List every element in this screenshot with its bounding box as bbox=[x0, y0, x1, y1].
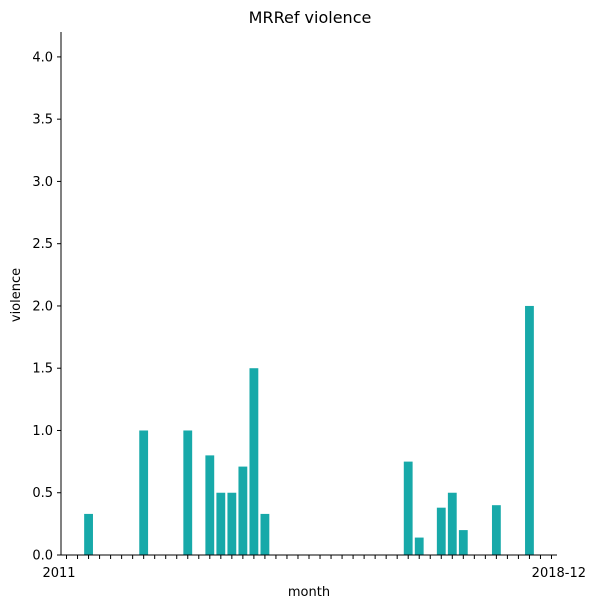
bar bbox=[205, 455, 215, 555]
bar bbox=[525, 305, 534, 555]
bar bbox=[249, 368, 259, 555]
bar bbox=[260, 513, 270, 555]
bar bbox=[403, 461, 413, 555]
bar bbox=[84, 513, 93, 555]
y-tick-label: 2.5 bbox=[32, 237, 53, 252]
x-tick-label-first: 2011 bbox=[42, 566, 75, 581]
bar bbox=[183, 430, 193, 555]
x-axis: 2011 2018-12 bbox=[42, 554, 586, 581]
bar bbox=[447, 492, 457, 555]
bar bbox=[216, 492, 226, 555]
bar bbox=[139, 430, 149, 555]
y-axis: 0.0 0.5 1.0 1.5 2.0 2.5 3.0 3.5 4.0 bbox=[32, 32, 62, 564]
chart-title: MRRef violence bbox=[249, 8, 372, 27]
bar bbox=[436, 507, 446, 555]
y-tick-label: 3.5 bbox=[32, 113, 53, 128]
bar bbox=[238, 466, 248, 555]
y-tick-label: 1.5 bbox=[32, 362, 53, 377]
bar bbox=[227, 492, 237, 555]
x-tick-label-last: 2018-12 bbox=[532, 566, 586, 581]
y-tick-label: 0.0 bbox=[32, 549, 53, 564]
y-tick-label: 0.5 bbox=[32, 486, 53, 501]
y-tick-label: 3.0 bbox=[32, 175, 53, 190]
bar bbox=[491, 505, 501, 555]
bar bbox=[414, 537, 424, 555]
bar bbox=[458, 530, 468, 555]
y-tick-label: 4.0 bbox=[32, 50, 53, 65]
y-tick-label: 1.0 bbox=[32, 424, 53, 439]
bars-group bbox=[84, 305, 534, 555]
x-axis-label: month bbox=[288, 585, 330, 600]
y-axis-label: violence bbox=[9, 268, 24, 322]
y-tick-label: 2.0 bbox=[32, 299, 53, 314]
